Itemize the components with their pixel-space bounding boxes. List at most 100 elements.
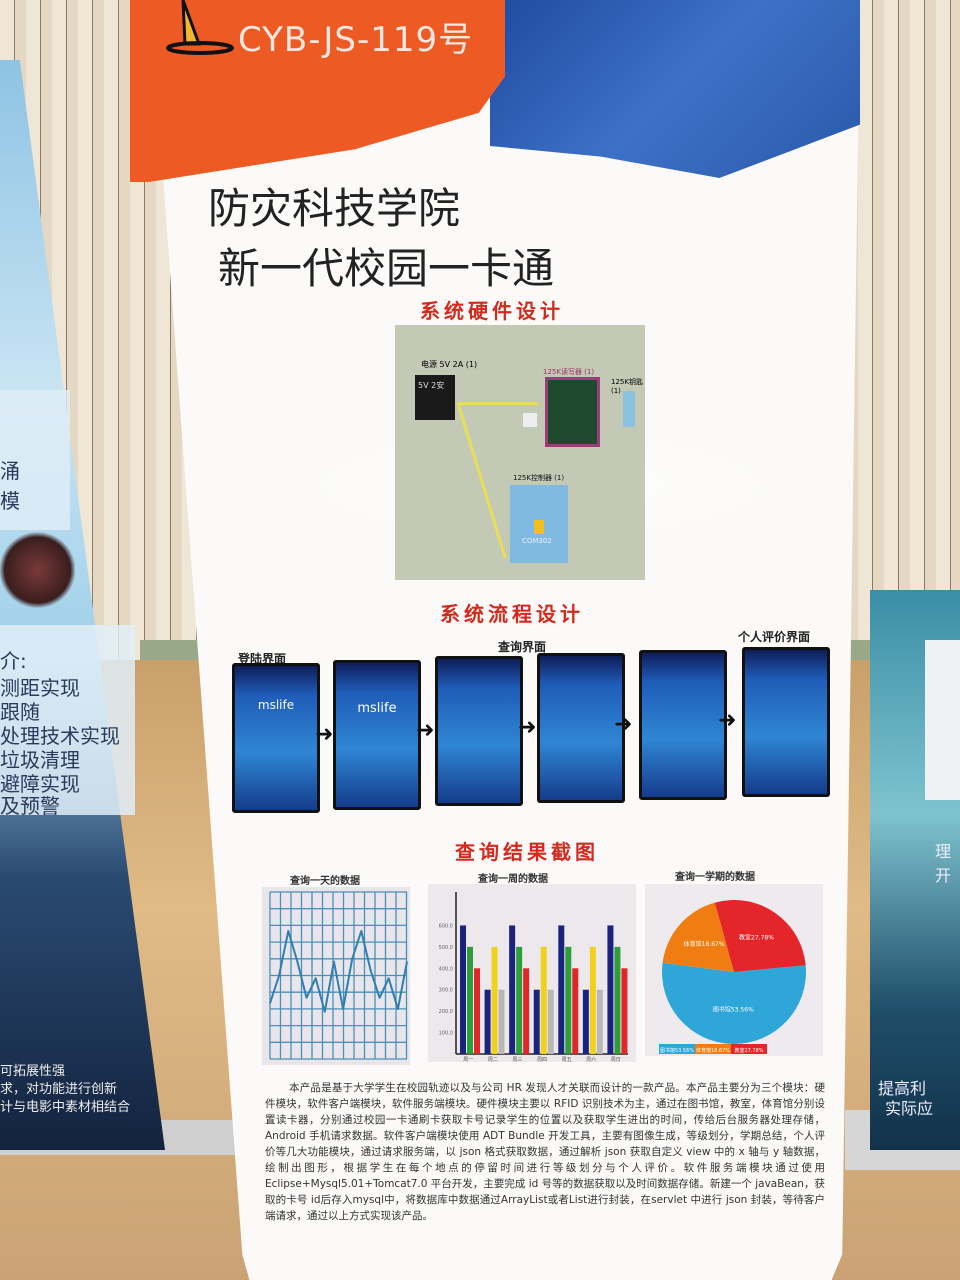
power-supply: 5V 2安 [415,375,455,420]
arrow-icon: ➜ [315,722,334,747]
right-neighbor-panel [925,640,960,800]
slice-label: 教室27.78% [739,933,774,941]
x-tick-label: 周二 [488,1057,498,1062]
neighbor-text: 求，对功能进行创新 [0,1082,118,1097]
title-line-1: 防灾科技学院 [208,184,461,233]
legend-label: 教室27.78% [734,1047,763,1054]
chip [534,520,544,534]
neighbor-text: 垃圾清理 [0,748,80,772]
phone-screen-evaluation [742,647,830,797]
y-tick-label: 100.0 [439,1031,453,1037]
key-fob [623,391,635,427]
bar [509,925,516,1054]
line-chart [262,887,410,1065]
bar [582,989,589,1054]
project-code: CYB-JS-119号 [238,20,474,60]
bar [621,968,628,1054]
bar [533,989,540,1054]
x-tick-label: 周一 [463,1057,473,1062]
bar [467,946,473,1054]
neighbor-text: 跟随 [0,700,40,724]
bar [540,946,547,1054]
neighbor-text: 及预警 [0,794,60,818]
hw-label: 125K读写器 (1) [543,368,595,376]
neighbor-text: 涌 [0,459,20,483]
bar [474,968,480,1054]
bar [547,989,554,1054]
neighbor-text: 模 [0,489,20,513]
bar [460,925,466,1054]
bar [614,946,621,1054]
chart-caption: 查询一天的数据 [290,876,360,887]
bar-chart: 100.0 200.0 300.0 400.0 500.0 600.0 周一 周二 周三 周四 周五… [428,884,636,1062]
bar [484,989,491,1054]
bar [589,946,596,1054]
bar [523,968,530,1054]
title-line-2: 新一代校园一卡通 [218,244,555,293]
evaluation-label: 个人评价界面 [738,630,811,644]
phone-screen-menu: mslife [333,660,421,810]
login-label: 登陆界面 [238,652,287,666]
arrow-icon: ➜ [718,708,737,733]
wire [457,404,507,559]
pie-slice [662,962,806,1044]
description-paragraph: 本产品是基于大学学生在校园轨迹以及与公司 HR 发现人才关联而设计的一款产品。本… [265,1082,825,1222]
pie-slice [662,902,734,972]
poster [150,0,860,1280]
y-tick-label: 500.0 [439,945,453,951]
bar [565,946,572,1054]
x-tick-label: 周六 [586,1056,596,1062]
legend-swatch [659,1044,695,1054]
bar [607,925,614,1054]
robot-image [0,530,75,610]
left-neighbor-panel [0,625,135,815]
x-tick-label: 周四 [537,1057,547,1062]
y-tick-label: 600.0 [439,923,453,929]
hw-label: 125K控制器 (1) [513,474,565,482]
app-name: mslife [357,701,397,716]
slice-label: 体育馆18.67% [684,940,725,948]
neighbor-heading: 介: [0,649,27,673]
bar [516,946,523,1054]
reader-board [545,377,600,447]
legend-label: 图书馆53.56% [660,1047,694,1054]
phone-screen-chart [537,653,625,803]
neighbor-text: 处理技术实现 [0,724,120,748]
bar [558,925,565,1054]
neighbor-text: 开 [935,866,952,885]
pie-slice [714,900,806,972]
wire [457,402,537,405]
y-tick-label: 400.0 [439,966,453,972]
phone-screen-result [639,650,727,800]
phone-screen-query [435,656,523,806]
arrow-icon: ➜ [416,718,435,743]
chip [523,413,537,427]
results-heading: 查询结果截图 [455,840,599,864]
flow-heading: 系统流程设计 [440,602,584,626]
bar [596,989,603,1054]
neighbor-text: 理 [935,842,952,861]
legend-label: 体育馆18.67% [696,1047,730,1054]
bar [498,989,505,1054]
phone-screen-login: mslife [232,663,320,813]
chart-background [428,884,636,1062]
bar [572,968,579,1054]
neighbor-text: 计与电影中素材相结合 [0,1100,131,1115]
y-tick-label: 200.0 [439,1009,453,1015]
line-series [269,930,408,1013]
x-tick-label: 周五 [562,1057,572,1062]
arrow-icon: ➜ [614,712,633,737]
neighbor-text: 避障实现 [0,772,80,796]
y-tick-label: 300.0 [439,988,453,994]
neighbor-text: 提高利 [878,1079,927,1098]
hardware-heading: 系统硬件设计 [420,299,564,323]
x-tick-label: 周三 [512,1057,522,1062]
hardware-diagram: 电源 5V 2A (1) 5V 2安 125K读写器 (1) 125K钥匙 (1… [395,325,645,580]
hw-label: 电源 5V 2A (1) [421,360,478,369]
legend-swatch [731,1044,767,1054]
pie-chart: 图书馆53.56%体育馆18.67%教室27.78%图书馆53.56% 体育馆18… [645,884,823,1056]
left-neighbor-panel-top [0,390,70,530]
hw-label: COM302 [522,537,552,545]
x-tick-label: 周日 [611,1057,621,1062]
query-label: 查询界面 [498,640,547,654]
